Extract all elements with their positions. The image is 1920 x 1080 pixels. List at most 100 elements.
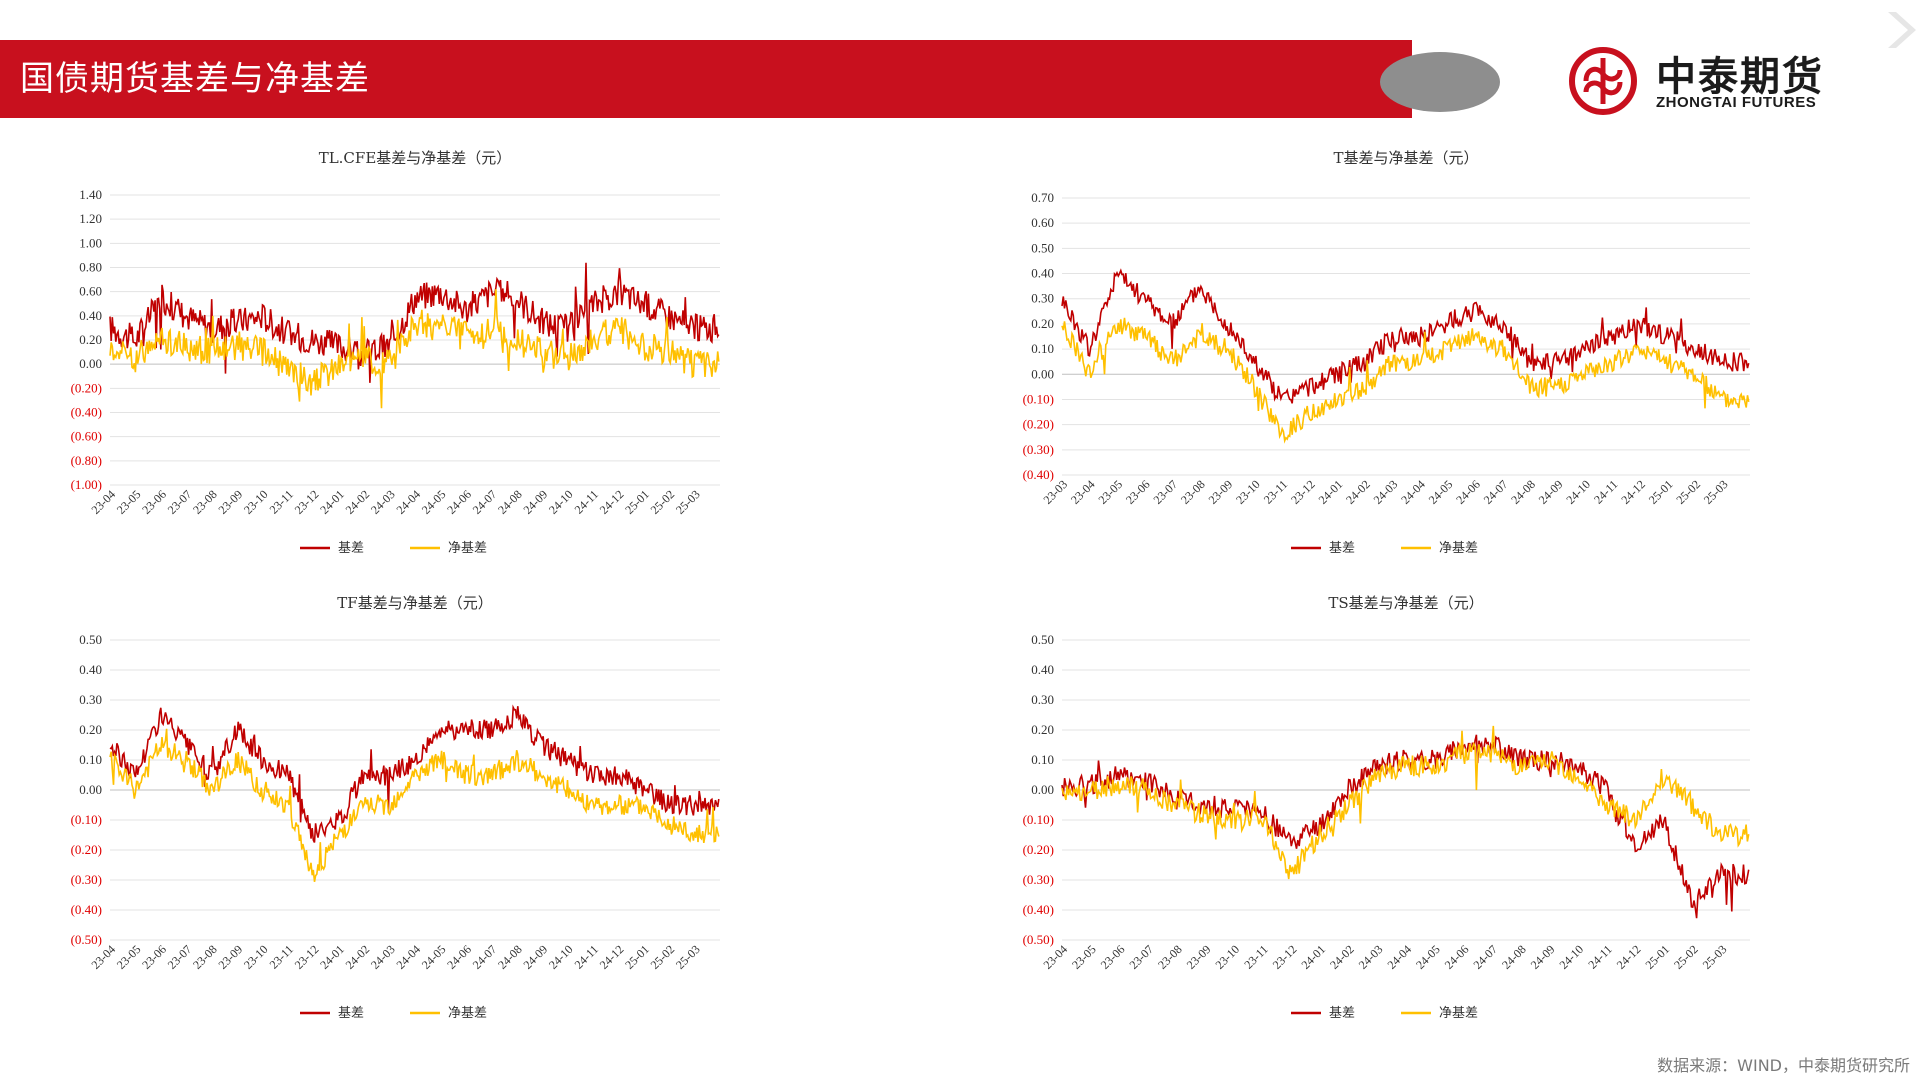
x-tick-label: 24-11 bbox=[1585, 942, 1614, 971]
x-tick-label: 24-05 bbox=[419, 487, 449, 517]
x-tick-label: 24-08 bbox=[1508, 477, 1538, 507]
series-line-net-basis bbox=[1061, 725, 1750, 880]
brand-name-cn: 中泰期货 bbox=[1656, 54, 1824, 100]
x-tick-label: 24-12 bbox=[597, 487, 627, 517]
y-tick-label: 0.00 bbox=[1031, 366, 1054, 381]
chart-svg: T基差与净基差（元） 0.70 0.60 0.50 0.40 0.30 0.20 0.10 0.… bbox=[1023, 149, 1750, 556]
y-tick-label: 0.60 bbox=[1031, 215, 1054, 230]
y-tick-label: (0.40) bbox=[71, 405, 102, 420]
y-tick-label: (0.50) bbox=[71, 932, 102, 947]
series-line-basis bbox=[1061, 734, 1750, 919]
y-tick-label: 0.60 bbox=[79, 284, 102, 299]
x-tick-label: 23-06 bbox=[139, 942, 169, 972]
x-tick-label: 25-03 bbox=[1701, 477, 1731, 507]
y-tick-label: 1.40 bbox=[79, 187, 102, 202]
y-tick-label: 0.30 bbox=[79, 692, 102, 707]
y-tick-label: 1.00 bbox=[79, 235, 102, 250]
y-tick-label: 0.40 bbox=[79, 308, 102, 323]
y-tick-label: 0.50 bbox=[1031, 240, 1054, 255]
x-tick-label: 23-04 bbox=[1068, 477, 1098, 507]
y-tick-label: 0.30 bbox=[1031, 291, 1054, 306]
x-tick-label: 23-05 bbox=[1069, 942, 1099, 972]
x-tick-label: 24-09 bbox=[1536, 477, 1566, 507]
legend-label: 基差 bbox=[338, 1006, 364, 1021]
x-tick-label: 23-05 bbox=[114, 487, 144, 517]
x-tick-label: 24-03 bbox=[1371, 477, 1401, 507]
x-tick-label: 24-11 bbox=[572, 942, 601, 971]
x-tick-label: 24-12 bbox=[1614, 942, 1644, 972]
legend-label: 基差 bbox=[338, 541, 364, 556]
x-tick-label: 23-09 bbox=[216, 487, 246, 517]
y-tick-label: 0.20 bbox=[1031, 316, 1054, 331]
x-tick-label: 24-06 bbox=[1453, 477, 1483, 507]
y-tick-label: 1.20 bbox=[79, 211, 102, 226]
x-tick-label: 24-11 bbox=[572, 487, 601, 516]
x-tick-label: 23-07 bbox=[165, 487, 195, 517]
legend-label: 基差 bbox=[1329, 541, 1355, 556]
x-tick-label: 25-03 bbox=[673, 487, 703, 517]
y-tick-label: 0.00 bbox=[79, 356, 102, 371]
x-tick-label: 24-10 bbox=[1556, 942, 1586, 972]
legend-label: 净基差 bbox=[1439, 541, 1478, 556]
x-tick-label: 24-10 bbox=[546, 487, 576, 517]
x-tick-label: 23-09 bbox=[1206, 477, 1236, 507]
legend-label: 净基差 bbox=[448, 1006, 487, 1021]
y-tick-label: 0.20 bbox=[79, 332, 102, 347]
x-tick-label: 24-06 bbox=[444, 487, 474, 517]
y-tick-label: (1.00) bbox=[71, 477, 102, 492]
x-tick-label: 23-11 bbox=[267, 487, 296, 516]
x-tick-label: 24-06 bbox=[1442, 942, 1472, 972]
chart-ts-basis: TS基差与净基差（元） 0.50 0.40 0.30 0.20 0.10 0.00 (0.10… bbox=[1000, 585, 1850, 1035]
legend-label: 净基差 bbox=[1439, 1006, 1478, 1021]
x-tick-label: 23-10 bbox=[1212, 942, 1242, 972]
series-line-net-basis bbox=[109, 289, 720, 409]
chart-t-basis: T基差与净基差（元） 0.70 0.60 0.50 0.40 0.30 0.20 0.10 0.… bbox=[1000, 140, 1850, 570]
x-tick-label: 25-03 bbox=[1700, 942, 1730, 972]
chart-svg: TF基差与净基差（元） 0.50 0.40 0.30 0.20 0.10 0.00 (0.10… bbox=[71, 594, 720, 1021]
x-tick-label: 23-12 bbox=[1270, 942, 1300, 972]
y-tick-label: 0.30 bbox=[1031, 692, 1054, 707]
x-tick-label: 24-04 bbox=[1384, 942, 1414, 972]
y-tick-label: (0.10) bbox=[1023, 391, 1054, 406]
x-tick-label: 24-01 bbox=[317, 487, 347, 517]
y-tick-label: (0.10) bbox=[71, 812, 102, 827]
y-tick-label: 0.10 bbox=[1031, 752, 1054, 767]
zhongtai-logo-icon bbox=[1569, 47, 1637, 115]
x-tick-label: 24-01 bbox=[317, 942, 347, 972]
chart-svg: TS基差与净基差（元） 0.50 0.40 0.30 0.20 0.10 0.00 (0.10… bbox=[1023, 594, 1750, 1021]
x-tick-label: 24-02 bbox=[343, 487, 373, 517]
y-tick-label: 0.40 bbox=[1031, 266, 1054, 281]
y-tick-label: 0.70 bbox=[1031, 190, 1054, 205]
chart-title: TF基差与净基差（元） bbox=[337, 594, 492, 612]
x-tick-label: 24-07 bbox=[1481, 477, 1511, 507]
y-tick-label: 0.40 bbox=[79, 662, 102, 677]
legend-label: 净基差 bbox=[448, 541, 487, 556]
series-line-net-basis bbox=[109, 728, 720, 882]
x-tick-label: 23-08 bbox=[190, 487, 220, 517]
page-title: 国债期货基差与净基差 bbox=[20, 59, 370, 99]
brand-logo: 中泰期货 ZHONGTAI FUTURES bbox=[1568, 42, 1898, 120]
y-tick-label: 0.00 bbox=[79, 782, 102, 797]
y-tick-label: (0.30) bbox=[1023, 872, 1054, 887]
x-tick-label: 24-01 bbox=[1298, 942, 1328, 972]
chart-tf-basis: TF基差与净基差（元） 0.50 0.40 0.30 0.20 0.10 0.00 (0.10… bbox=[60, 585, 910, 1035]
x-tick-label: 24-12 bbox=[597, 942, 627, 972]
y-tick-label: (0.60) bbox=[71, 429, 102, 444]
y-tick-label: (0.20) bbox=[71, 380, 102, 395]
y-tick-label: (0.40) bbox=[1023, 467, 1054, 482]
x-tick-label: 23-08 bbox=[1155, 942, 1185, 972]
y-tick-label: (0.20) bbox=[71, 842, 102, 857]
y-tick-label: 0.10 bbox=[79, 752, 102, 767]
x-tick-label: 25-03 bbox=[673, 942, 703, 972]
y-tick-label: 0.50 bbox=[79, 632, 102, 647]
x-tick-label: 23-07 bbox=[165, 942, 195, 972]
series-line-basis bbox=[109, 704, 720, 843]
x-tick-label: 23-08 bbox=[190, 942, 220, 972]
x-tick-label: 25-02 bbox=[1673, 477, 1703, 507]
banner-shadow bbox=[1380, 52, 1500, 112]
series-line-basis bbox=[109, 262, 720, 383]
x-tick-label: 24-02 bbox=[343, 942, 373, 972]
x-tick-label: 24-09 bbox=[521, 942, 551, 972]
x-tick-label: 23-06 bbox=[139, 487, 169, 517]
x-tick-label: 24-01 bbox=[1316, 477, 1346, 507]
